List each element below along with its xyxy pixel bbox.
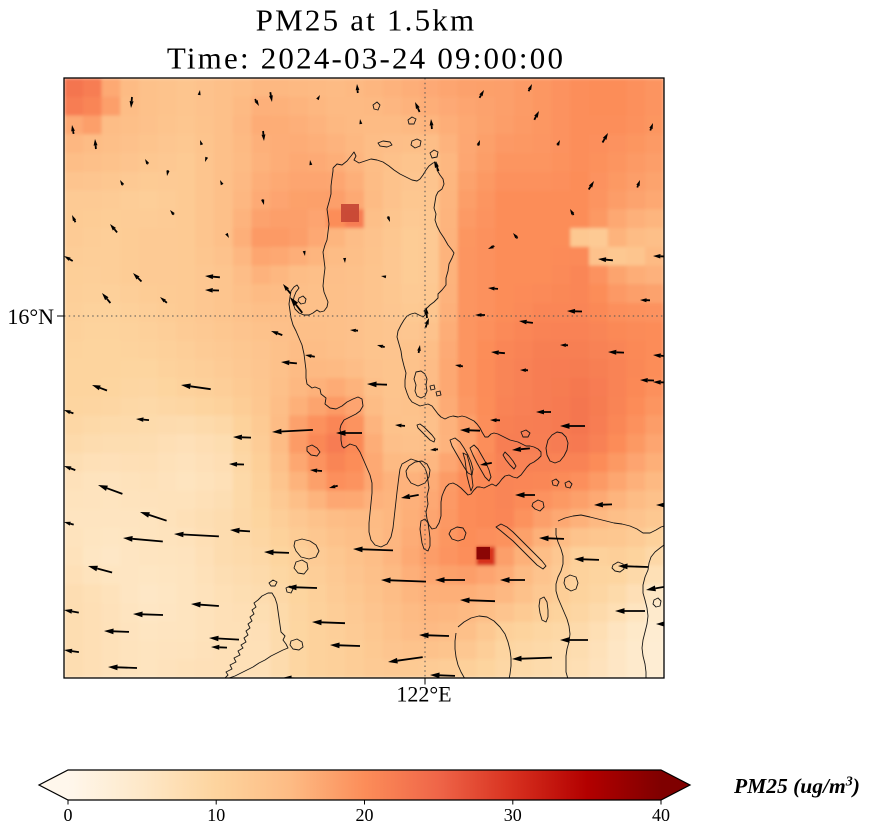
svg-text:PM25 at 1.5km: PM25 at 1.5km — [256, 3, 477, 38]
svg-text:PM25 (ug/m3): PM25 (ug/m3) — [733, 774, 860, 798]
svg-text:20: 20 — [356, 805, 374, 825]
svg-text:10: 10 — [207, 805, 225, 825]
svg-text:40: 40 — [652, 805, 670, 825]
svg-text:16°N: 16°N — [7, 304, 54, 329]
svg-text:122°E: 122°E — [396, 682, 451, 707]
svg-text:0: 0 — [64, 805, 73, 825]
svg-text:Time: 2024-03-24 09:00:00: Time: 2024-03-24 09:00:00 — [167, 41, 565, 76]
svg-text:30: 30 — [504, 805, 522, 825]
